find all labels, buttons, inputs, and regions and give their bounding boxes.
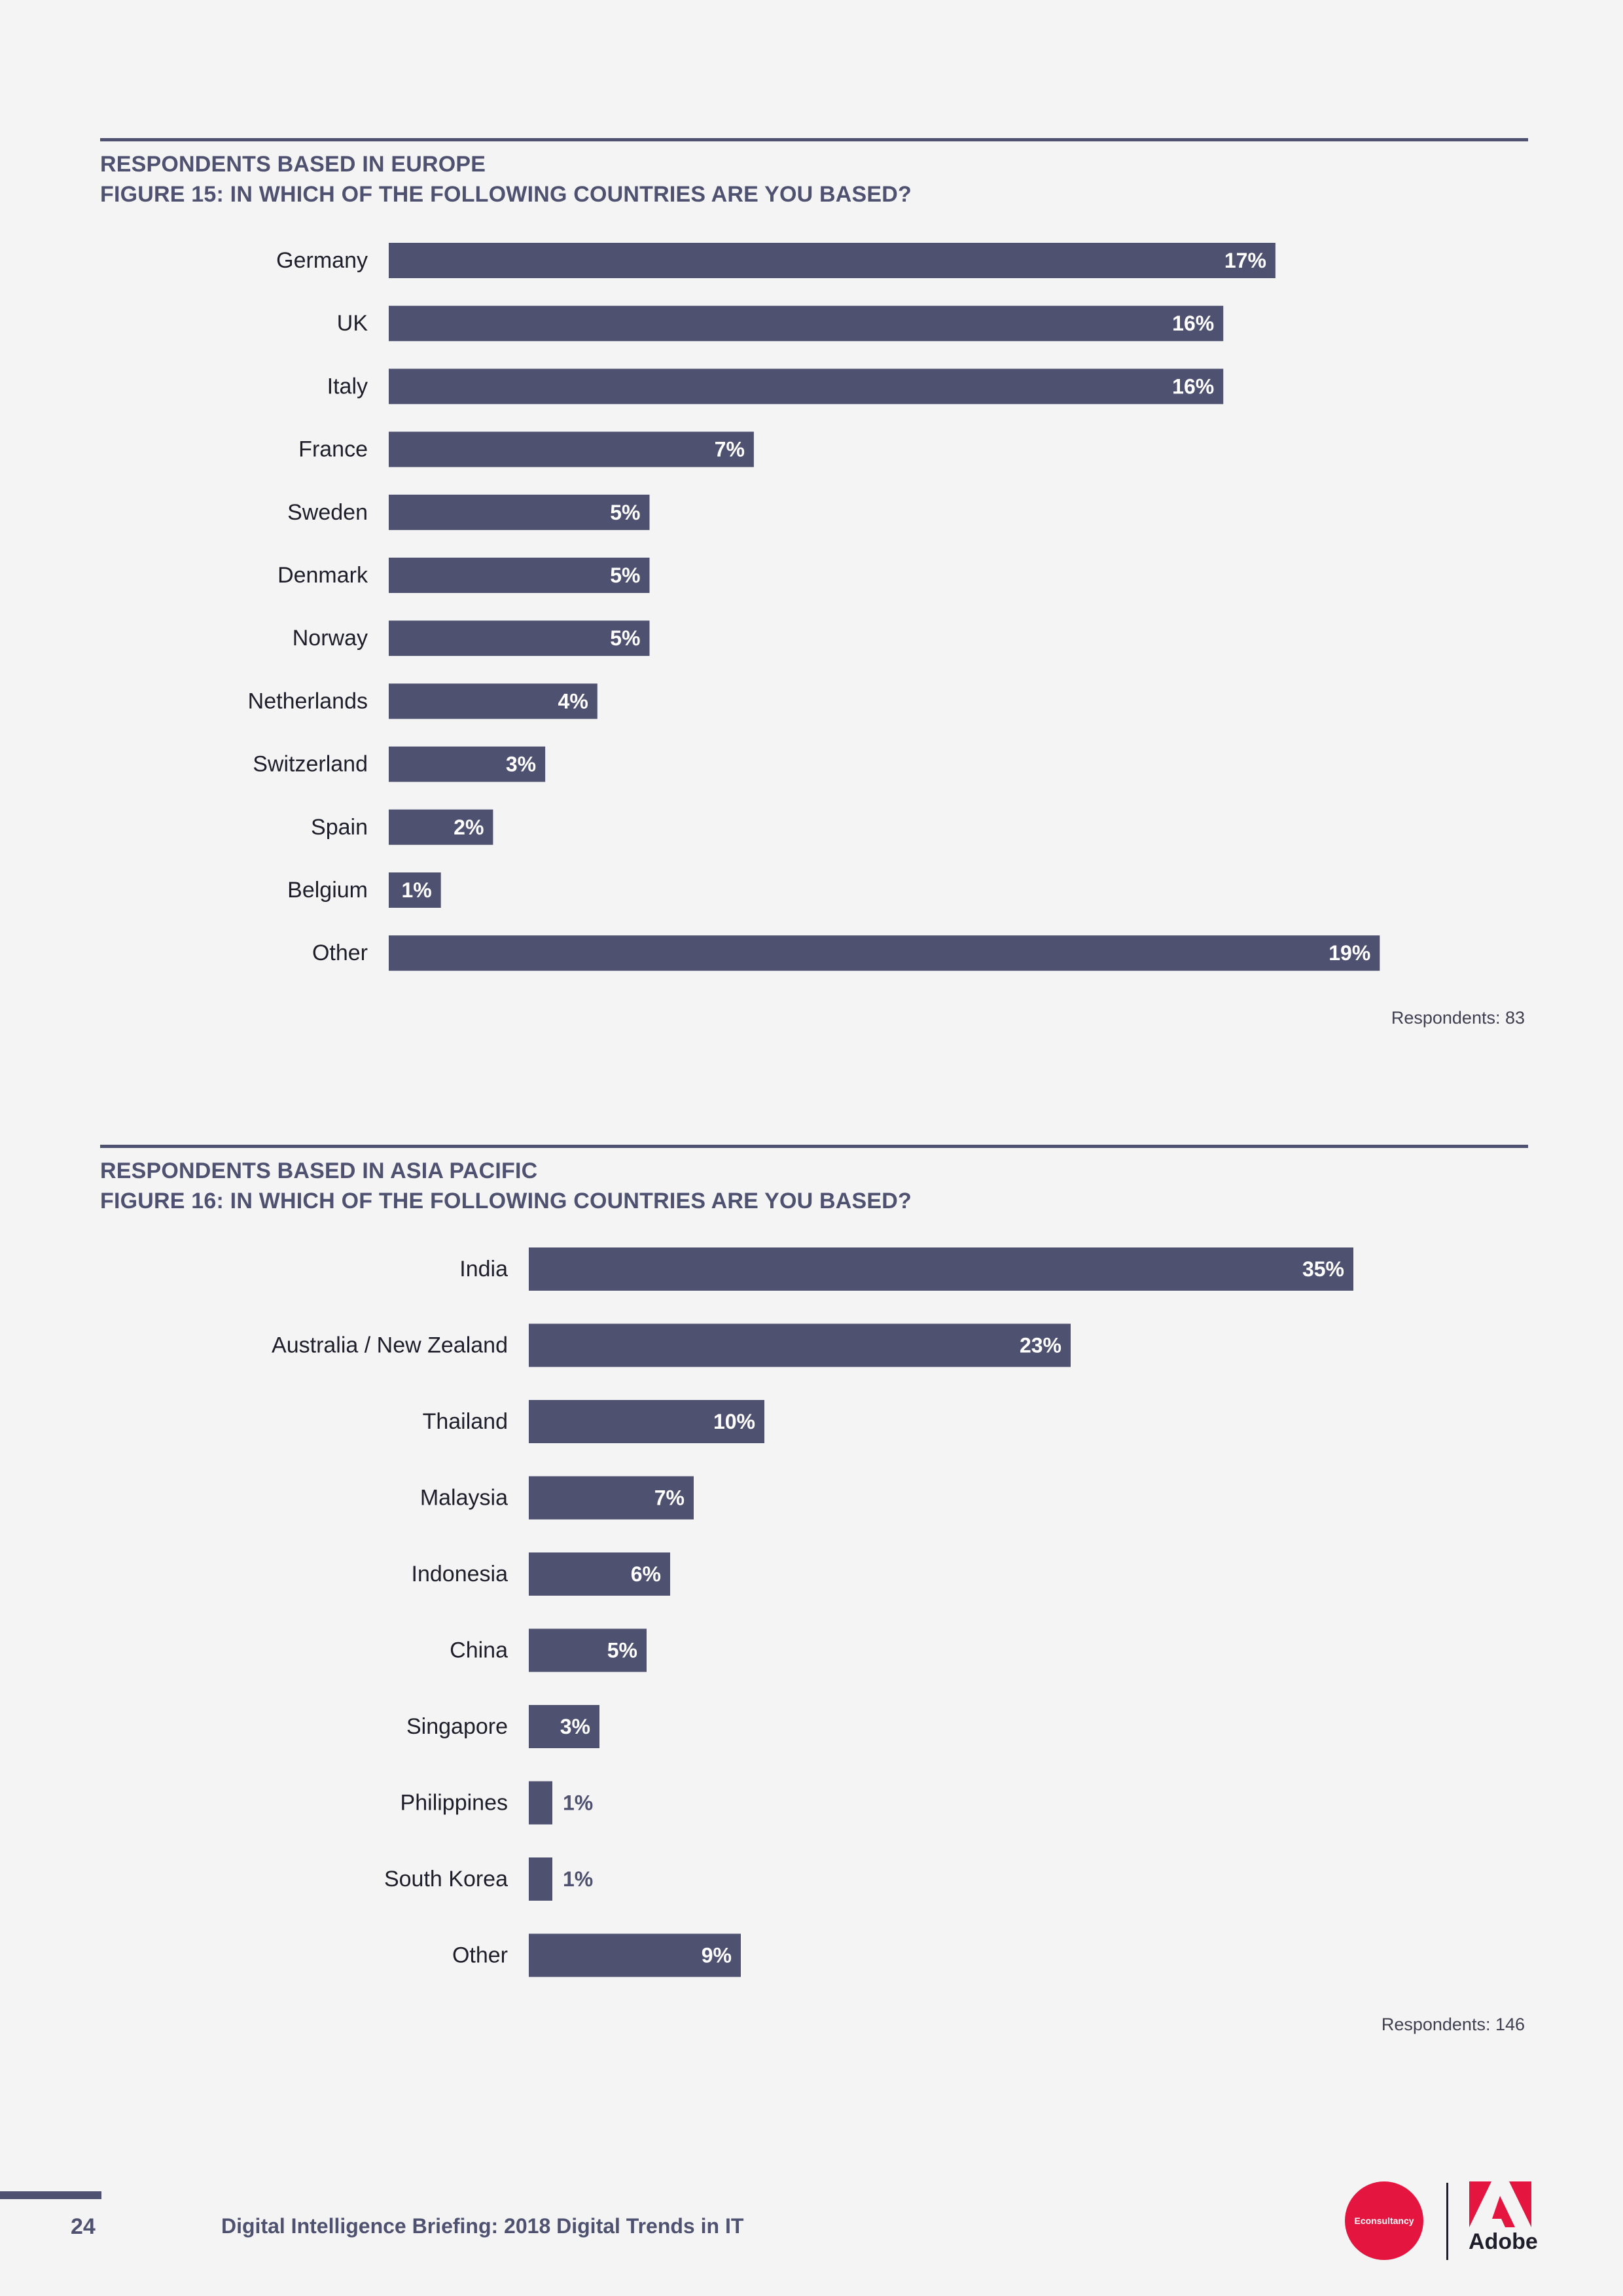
- value-label: 16%: [1172, 312, 1214, 335]
- value-label: 3%: [560, 1715, 590, 1738]
- value-label: 1%: [401, 878, 431, 902]
- value-label: 4%: [558, 689, 588, 713]
- value-label: 3%: [506, 753, 536, 776]
- category-label: Other: [312, 941, 368, 965]
- bar: [529, 1400, 764, 1443]
- value-label: 5%: [610, 564, 640, 587]
- figure15-respondents: Respondents: 83: [1391, 1008, 1525, 1028]
- value-label: 7%: [654, 1486, 685, 1510]
- econsultancy-logo: Econsultancy: [1345, 2181, 1423, 2260]
- bar: [529, 1476, 694, 1520]
- value-label: 1%: [563, 1791, 593, 1815]
- category-label: India: [459, 1257, 508, 1282]
- category-label: Netherlands: [248, 689, 368, 713]
- figure15-bar-chart: Germany 17% UK 16% Italy 16% France 7% Sweden 5% D…: [248, 243, 1380, 971]
- bar: [529, 1933, 741, 1977]
- value-label: 7%: [715, 438, 745, 461]
- figure15-heading: RESPONDENTS BASED IN EUROPE FIGURE 15: I…: [100, 149, 912, 209]
- category-label: Malaysia: [420, 1486, 508, 1511]
- bar: [529, 1247, 1353, 1291]
- category-label: Thailand: [423, 1409, 508, 1434]
- adobe-logo-icon: [1469, 2181, 1531, 2227]
- figure16-bar-chart: India 35% Australia / New Zealand 23% Thaila…: [272, 1247, 1353, 1977]
- figure16-region-title: RESPONDENTS BASED IN ASIA PACIFIC: [100, 1158, 538, 1183]
- figure15-region-title: RESPONDENTS BASED IN EUROPE: [100, 152, 486, 177]
- category-label: Singapore: [406, 1714, 508, 1739]
- category-label: Switzerland: [253, 752, 368, 777]
- category-label: Italy: [327, 374, 368, 399]
- category-label: Spain: [311, 815, 368, 840]
- category-label: Other: [452, 1943, 508, 1968]
- category-label: Sweden: [287, 500, 368, 525]
- bar: [529, 1628, 647, 1672]
- category-label: Philippines: [401, 1791, 508, 1816]
- value-label: 5%: [610, 501, 640, 524]
- category-label: China: [450, 1638, 508, 1663]
- bar: [389, 558, 650, 593]
- value-label: 17%: [1224, 249, 1266, 272]
- bar: [529, 1552, 670, 1596]
- bar: [389, 746, 546, 782]
- bar: [389, 431, 754, 467]
- category-label: Indonesia: [412, 1562, 508, 1587]
- bar: [389, 809, 493, 845]
- figure16-top-rule: [100, 1145, 1528, 1148]
- figure15-question-title: FIGURE 15: IN WHICH OF THE FOLLOWING COU…: [100, 182, 912, 207]
- value-label: 2%: [454, 816, 484, 839]
- page-number: 24: [71, 2214, 96, 2239]
- value-label: 35%: [1302, 1257, 1344, 1281]
- category-label: UK: [337, 311, 368, 336]
- bar: [529, 1781, 552, 1825]
- bar: [389, 306, 1224, 342]
- bar: [389, 935, 1380, 971]
- category-label: Belgium: [287, 878, 368, 903]
- category-label: Australia / New Zealand: [272, 1333, 508, 1358]
- value-label: 6%: [631, 1562, 661, 1586]
- bar: [389, 620, 650, 656]
- figure15-top-rule: [100, 138, 1528, 141]
- adobe-logo-text: Adobe: [1469, 2229, 1538, 2254]
- category-label: Norway: [293, 626, 368, 651]
- category-label: Germany: [276, 248, 368, 273]
- category-label: France: [298, 437, 368, 462]
- bar: [389, 683, 597, 719]
- figure16-respondents: Respondents: 146: [1381, 2015, 1525, 2034]
- value-label: 1%: [563, 1867, 593, 1891]
- value-label: 5%: [610, 626, 640, 650]
- econsultancy-logo-text: Econsultancy: [1354, 2215, 1414, 2226]
- footer-accent-bar: [0, 2191, 101, 2199]
- footer-report-title: Digital Intelligence Briefing: 2018 Digi…: [221, 2214, 744, 2238]
- bar: [389, 494, 650, 530]
- value-label: 19%: [1329, 941, 1370, 965]
- bar: [389, 243, 1275, 278]
- figure16-heading: RESPONDENTS BASED IN ASIA PACIFIC FIGURE…: [100, 1156, 912, 1216]
- figure16-question-title: FIGURE 16: IN WHICH OF THE FOLLOWING COU…: [100, 1189, 912, 1213]
- category-label: Denmark: [277, 563, 368, 588]
- bar: [389, 368, 1224, 404]
- bar: [529, 1323, 1071, 1367]
- category-label: South Korea: [384, 1867, 508, 1892]
- value-label: 5%: [607, 1639, 637, 1662]
- bar: [389, 872, 441, 908]
- bar: [529, 1857, 552, 1901]
- bar: [529, 1705, 599, 1748]
- value-label: 10%: [713, 1410, 755, 1433]
- value-label: 23%: [1020, 1334, 1061, 1357]
- value-label: 9%: [702, 1944, 732, 1967]
- value-label: 16%: [1172, 374, 1214, 398]
- logo-divider: [1446, 2183, 1448, 2260]
